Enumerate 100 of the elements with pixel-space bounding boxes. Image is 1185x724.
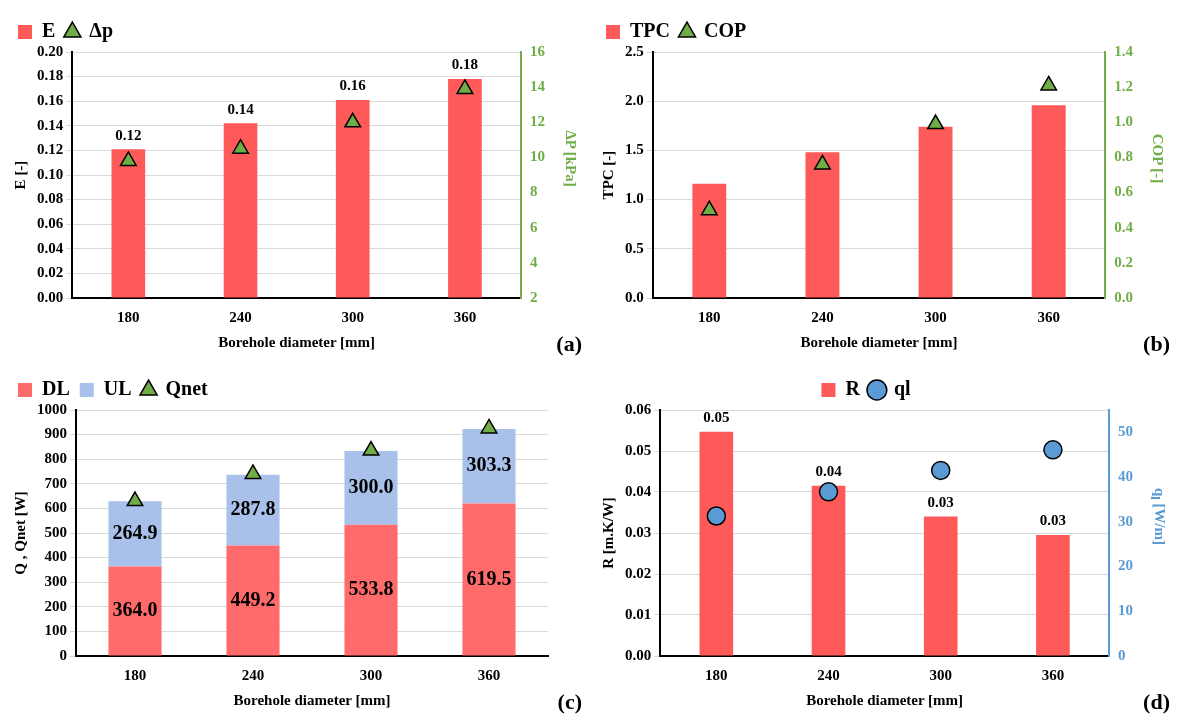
bar: [699, 431, 734, 656]
y2-tick-label: 0.6: [1114, 183, 1134, 200]
point: [813, 154, 831, 170]
y2-tick-label: 16: [530, 42, 546, 59]
point: [231, 138, 250, 154]
y2-tick-label: 0: [1118, 646, 1126, 663]
point: [480, 418, 498, 434]
bar: [462, 428, 516, 504]
x-tick-label: 180: [698, 308, 721, 325]
y2-tick-label: 30: [1118, 512, 1133, 529]
point: [344, 112, 362, 128]
y-axis-title: E [-]: [11, 160, 28, 190]
bar: [108, 566, 162, 656]
y2-tick-label: 12: [530, 113, 545, 130]
data-label: 300.0: [348, 474, 394, 497]
x-axis-title: Borehole diameter [mm]: [233, 691, 391, 708]
y2-tick-label: 10: [530, 148, 545, 165]
legend-label: ql: [893, 377, 911, 401]
y2-axis-title: ΔP [kPa]: [561, 129, 579, 187]
x-tick-label: 240: [229, 308, 252, 325]
point: [1043, 440, 1063, 460]
bar: [223, 123, 258, 298]
y-tick-label: 400: [44, 548, 67, 565]
text: (d): [1143, 688, 1170, 714]
data-label: 303.3: [466, 453, 512, 476]
data-label: 0.12: [115, 126, 142, 143]
y-tick-label: 0.18: [37, 67, 64, 84]
point: [1040, 75, 1058, 91]
legend-label: TPC: [630, 19, 670, 42]
y-tick-label: 0.04: [37, 239, 64, 256]
legend-label: COP: [704, 19, 747, 42]
y-axis-title: TPC [-]: [599, 150, 616, 200]
y-tick-label: 0.01: [625, 605, 652, 622]
y-tick-label: 0.02: [625, 564, 652, 581]
y2-tick-label: 40: [1118, 467, 1133, 484]
y2-tick-label: 1.2: [1114, 78, 1133, 95]
y-tick-label: 2.5: [625, 42, 644, 59]
y2-tick-label: 0.4: [1114, 218, 1134, 235]
x-tick-label: 240: [241, 666, 265, 683]
y2-tick-label: 20: [1118, 557, 1133, 574]
data-label: 0.03: [927, 493, 954, 510]
y2-tick-label: 1.4: [1114, 42, 1134, 59]
y-tick-label: 0.12: [37, 141, 64, 158]
x-tick-label: 300: [341, 308, 364, 325]
bar: [344, 524, 398, 656]
y2-tick-label: 4: [530, 253, 538, 270]
legend-label: E: [42, 19, 56, 42]
bar: [111, 149, 146, 298]
y-tick-label: 0.16: [37, 92, 64, 109]
y-tick-label: 0.00: [625, 646, 652, 663]
x-tick-label: 240: [817, 666, 840, 683]
bar: [335, 99, 370, 298]
y-tick-label: 0.10: [37, 165, 64, 182]
bar: [448, 79, 482, 298]
point: [930, 460, 951, 481]
bar: [462, 503, 516, 656]
y-tick-label: 0.08: [37, 190, 64, 207]
x-tick-label: 240: [811, 308, 834, 325]
y2-tick-label: 0.8: [1114, 148, 1133, 165]
x-axis-title: Borehole diameter [mm]: [218, 333, 376, 350]
y2-axis-title: COP [-]: [1149, 133, 1167, 183]
data-label: 364.0: [112, 598, 158, 621]
y-tick-label: 800: [44, 450, 67, 467]
y-axis-title: Q , Qnet [W]: [11, 491, 28, 575]
legend-label: Qnet: [165, 377, 209, 400]
y-tick-label: 900: [44, 425, 67, 442]
y2-tick-label: 10: [1118, 602, 1133, 619]
legend-label: DL: [42, 377, 70, 400]
x-tick-label: 180: [123, 666, 147, 683]
y2-tick-label: 50: [1118, 423, 1133, 440]
x-tick-label: 360: [1037, 308, 1060, 325]
data-label: 449.2: [230, 587, 276, 610]
y-tick-label: 1.5: [625, 141, 644, 158]
data-label: 0.14: [227, 100, 255, 117]
legend-label: UL: [103, 377, 132, 400]
bar: [923, 516, 958, 656]
y2-tick-label: 0.2: [1114, 253, 1133, 270]
bar: [805, 152, 840, 298]
data-label: 533.8: [348, 577, 394, 600]
y-tick-label: 0.05: [625, 441, 652, 458]
y2-tick-label: 2: [530, 288, 538, 305]
data-label: 287.8: [230, 497, 276, 520]
point: [700, 200, 718, 216]
y2-tick-label: 1.0: [1114, 113, 1133, 130]
text: (c): [557, 688, 582, 714]
y-tick-label: 0.03: [625, 523, 652, 540]
y-tick-label: 0.02: [37, 264, 64, 281]
x-tick-label: 300: [929, 666, 952, 683]
point: [362, 440, 380, 456]
data-label: 0.16: [339, 77, 367, 94]
y2-tick-label: 6: [530, 218, 538, 235]
point: [244, 464, 262, 480]
data-label: 0.18: [451, 56, 479, 73]
bar: [811, 485, 846, 656]
y-tick-label: 200: [44, 597, 67, 614]
legend-label: R: [845, 377, 861, 400]
y2-tick-label: 8: [530, 183, 538, 200]
point: [456, 79, 474, 95]
data-label: 0.04: [815, 463, 843, 480]
legend-label: Δp: [89, 19, 114, 43]
